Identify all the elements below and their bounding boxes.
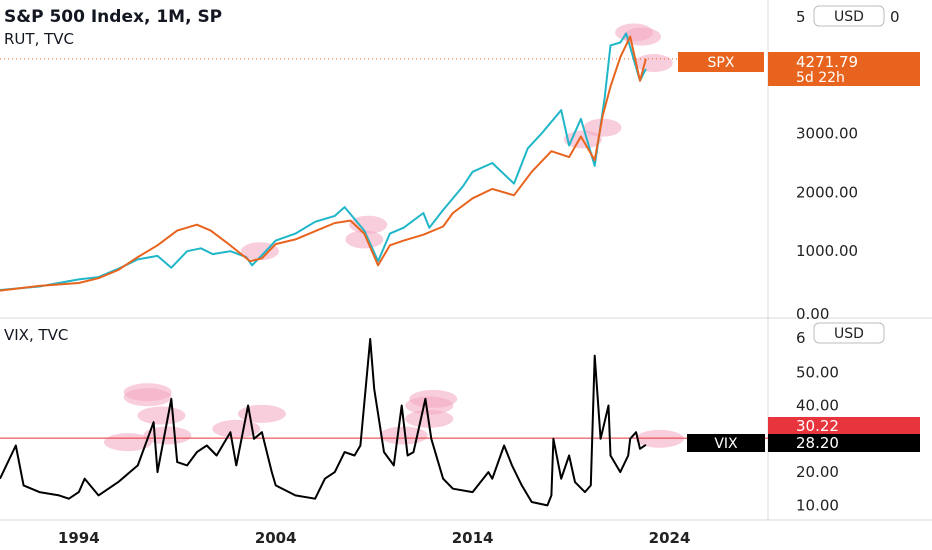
main-currency-button[interactable]: USD [813, 5, 885, 27]
spx-highlight-2 [345, 230, 384, 249]
spx-highlight-7 [634, 54, 673, 73]
vix-highlight-11 [635, 429, 684, 448]
vix-highlight-2 [137, 406, 186, 425]
spx-last-value: 4271.79 [796, 53, 858, 71]
vix-last-value: 28.20 [796, 434, 839, 452]
vix-title[interactable]: VIX, TVC [4, 326, 68, 344]
vix-y-tick-0: 10.00 [796, 496, 839, 514]
main-bottom-partial-tick: 0.00 [796, 305, 829, 323]
vix-symbol-tag: VIX [714, 436, 738, 452]
main-y-tick-1: 2000.00 [796, 183, 858, 201]
spx-countdown: 5d 22h [796, 70, 845, 86]
vix-highlight-5 [212, 419, 261, 438]
main-y-tick-2: 3000.00 [796, 125, 858, 143]
vix-y-tick-3: 50.00 [796, 363, 839, 381]
vix-reference-label[interactable]: 30.22 [768, 417, 920, 435]
main-pane[interactable]: 1000.00 2000.00 3000.00 [0, 23, 858, 292]
vix-y-tick-2: 40.00 [796, 397, 839, 415]
x-tick-1994: 1994 [58, 529, 100, 547]
time-axis[interactable]: 1994 2004 2014 2024 [58, 529, 691, 547]
vix-top-partial-tick: 6 [796, 329, 806, 347]
vix-highlight-9 [409, 389, 458, 408]
vix-price-label[interactable]: VIX 28.20 [687, 434, 920, 452]
vix-y-tick-1: 20.00 [796, 463, 839, 481]
compare-symbol-label[interactable]: RUT, TVC [4, 30, 74, 48]
series-spx-line [0, 35, 647, 292]
series-rut-line [0, 32, 647, 291]
main-top-partial-tick: 5 [796, 8, 806, 26]
vix-highlight-1 [123, 388, 172, 407]
spx-highlight-4 [583, 118, 622, 137]
x-tick-2024: 2024 [649, 529, 691, 547]
main-title[interactable]: S&P 500 Index, 1M, SP [4, 7, 222, 27]
vix-reference-value: 30.22 [796, 417, 839, 435]
vix-currency-button[interactable]: USD [813, 322, 885, 344]
series-vix-line [0, 338, 647, 507]
main-currency-label: USD [834, 9, 864, 25]
x-tick-2014: 2014 [452, 529, 494, 547]
vix-pane[interactable]: 10.00 20.00 40.00 50.00 [0, 338, 839, 514]
main-top-partial-tick-right: 0 [890, 8, 900, 26]
main-y-tick-0: 1000.00 [796, 242, 858, 260]
spx-highlight-6 [622, 27, 661, 46]
vix-currency-label: USD [834, 326, 864, 342]
spx-price-label[interactable]: SPX 4271.79 5d 22h [678, 52, 920, 86]
spx-symbol-tag: SPX [708, 55, 735, 71]
x-tick-2004: 2004 [255, 529, 297, 547]
